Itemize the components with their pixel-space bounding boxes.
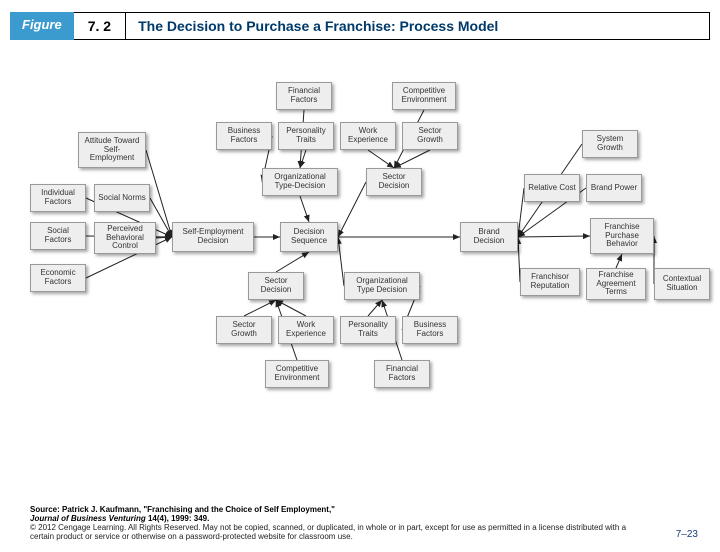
node-fin_factors_top: Financial Factors: [276, 82, 332, 110]
page-number: 7–23: [676, 529, 698, 540]
edge-pers_traits_b-org_type_b: [368, 300, 382, 316]
edge-behav_ctrl-self_emp_dec: [156, 237, 172, 238]
edge-fran_agree-fran_purchase: [616, 254, 622, 268]
node-attitude: Attitude Toward Self-Employment: [78, 132, 146, 168]
edge-brand_dec-fran_purchase: [518, 236, 590, 237]
edge-work_exp_b-sector_dec_b: [276, 300, 306, 316]
node-pers_traits_t: Personality Traits: [278, 122, 334, 150]
node-indiv_factors: Individual Factors: [30, 184, 86, 212]
figure-title: The Decision to Purchase a Franchise: Pr…: [126, 12, 710, 40]
node-work_exp_b: Work Experience: [278, 316, 334, 344]
node-self_emp_dec: Self-Employment Decision: [172, 222, 254, 252]
node-comp_env_b: Competitive Environment: [265, 360, 329, 388]
node-soc_factors: Social Factors: [30, 222, 86, 250]
process-model-diagram: Financial Factors Competitive Environment…: [30, 72, 690, 472]
node-franchisor_rep: Franchisor Reputation: [520, 268, 580, 296]
node-fran_purchase: Franchise Purchase Behavior: [590, 218, 654, 254]
node-sector_dec_t: Sector Decision: [366, 168, 422, 196]
edge-sector_dec_b-dec_seq: [276, 252, 309, 272]
figure-label: Figure: [10, 12, 74, 40]
node-sector_growth_b: Sector Growth: [216, 316, 272, 344]
node-sys_growth: System Growth: [582, 130, 638, 158]
node-econ_factors: Economic Factors: [30, 264, 86, 292]
node-biz_factors_t: Business Factors: [216, 122, 272, 150]
node-social_norms: Social Norms: [94, 184, 150, 212]
source-prefix: Source: Patrick J. Kaufmann, "Franchisin…: [30, 505, 335, 514]
node-comp_env_top: Competitive Environment: [392, 82, 456, 110]
node-sector_dec_b: Sector Decision: [248, 272, 304, 300]
figure-header: Figure 7. 2 The Decision to Purchase a F…: [10, 12, 710, 40]
node-rel_cost: Relative Cost: [524, 174, 580, 202]
node-work_exp_t: Work Experience: [340, 122, 396, 150]
figure-number: 7. 2: [74, 12, 126, 40]
edge-sector_dec_t-dec_seq: [338, 182, 366, 237]
source-citation: Source: Patrick J. Kaufmann, "Franchisin…: [30, 505, 350, 524]
node-fran_agree: Franchise Agreement Terms: [586, 268, 646, 300]
edge-sector_growth_t-sector_dec_t: [394, 150, 430, 168]
node-pers_traits_b: Personality Traits: [340, 316, 396, 344]
edge-org_type_t-dec_seq: [300, 196, 309, 222]
node-org_type_b: Organizational Type Decision: [344, 272, 420, 300]
node-context_sit: Contextual Situation: [654, 268, 710, 300]
node-dec_seq: Decision Sequence: [280, 222, 338, 252]
node-brand_power: Brand Power: [586, 174, 642, 202]
edge-work_exp_t-sector_dec_t: [368, 150, 394, 168]
copyright-text: © 2012 Cengage Learning. All Rights Rese…: [30, 523, 630, 542]
edge-pers_traits_t-org_type_t: [300, 150, 306, 168]
node-fin_factors_b: Financial Factors: [374, 360, 430, 388]
node-sector_growth_t: Sector Growth: [402, 122, 458, 150]
node-brand_dec: Brand Decision: [460, 222, 518, 252]
node-biz_factors_b: Business Factors: [402, 316, 458, 344]
node-behav_ctrl: Perceived Behavioral Control: [94, 222, 156, 254]
edge-sector_growth_b-sector_dec_b: [244, 300, 276, 316]
node-org_type_t: Organizational Type-Decision: [262, 168, 338, 196]
